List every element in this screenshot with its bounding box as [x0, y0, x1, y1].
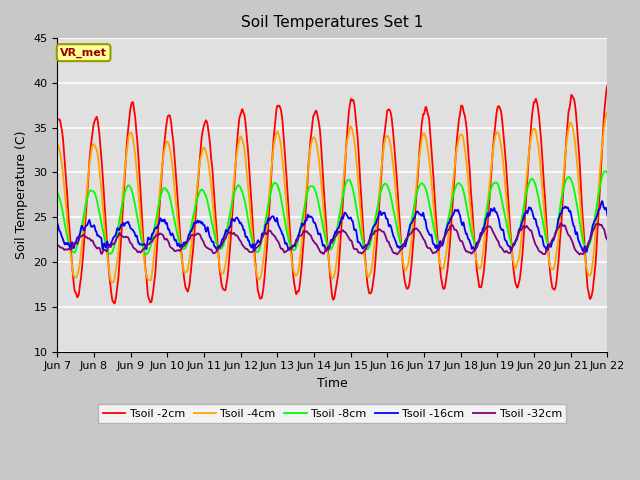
- Tsoil -8cm: [360, 243, 368, 249]
- Tsoil -4cm: [360, 252, 368, 258]
- Tsoil -16cm: [492, 209, 500, 215]
- Line: Tsoil -8cm: Tsoil -8cm: [58, 171, 607, 254]
- Tsoil -32cm: [54, 242, 61, 248]
- Line: Tsoil -32cm: Tsoil -32cm: [58, 223, 607, 254]
- Tsoil -32cm: [570, 245, 578, 251]
- Tsoil -32cm: [557, 220, 565, 226]
- Tsoil -4cm: [604, 109, 611, 115]
- Line: Tsoil -4cm: Tsoil -4cm: [58, 112, 607, 282]
- Tsoil -4cm: [54, 142, 61, 147]
- Y-axis label: Soil Temperature (C): Soil Temperature (C): [15, 131, 28, 259]
- Tsoil -2cm: [604, 83, 611, 89]
- Tsoil -16cm: [555, 216, 563, 221]
- Tsoil -16cm: [54, 221, 61, 227]
- X-axis label: Time: Time: [317, 377, 348, 390]
- Tsoil -8cm: [207, 216, 215, 221]
- Tsoil -8cm: [555, 211, 563, 217]
- Legend: Tsoil -2cm, Tsoil -4cm, Tsoil -8cm, Tsoil -16cm, Tsoil -32cm: Tsoil -2cm, Tsoil -4cm, Tsoil -8cm, Tsoi…: [99, 404, 566, 423]
- Tsoil -2cm: [570, 97, 578, 103]
- Tsoil -32cm: [360, 248, 368, 254]
- Tsoil -8cm: [602, 168, 609, 174]
- Tsoil -2cm: [349, 97, 356, 103]
- Tsoil -16cm: [207, 235, 214, 241]
- Tsoil -16cm: [360, 244, 368, 250]
- Tsoil -8cm: [604, 170, 611, 176]
- Tsoil -16cm: [570, 223, 578, 229]
- Tsoil -4cm: [570, 133, 578, 139]
- Line: Tsoil -2cm: Tsoil -2cm: [58, 86, 607, 303]
- Line: Tsoil -16cm: Tsoil -16cm: [58, 201, 607, 252]
- Tsoil -32cm: [555, 225, 563, 230]
- Tsoil -16cm: [598, 198, 606, 204]
- Tsoil -32cm: [492, 235, 500, 241]
- Title: Soil Temperatures Set 1: Soil Temperatures Set 1: [241, 15, 424, 30]
- Tsoil -8cm: [143, 252, 150, 257]
- Tsoil -8cm: [54, 190, 61, 196]
- Tsoil -4cm: [207, 182, 215, 188]
- Tsoil -4cm: [109, 279, 116, 285]
- Tsoil -2cm: [555, 252, 563, 257]
- Tsoil -16cm: [604, 213, 611, 218]
- Tsoil -8cm: [492, 180, 500, 185]
- Text: VR_met: VR_met: [60, 48, 107, 58]
- Tsoil -16cm: [348, 218, 356, 224]
- Tsoil -32cm: [207, 247, 214, 252]
- Tsoil -2cm: [207, 155, 215, 160]
- Tsoil -2cm: [54, 117, 61, 122]
- Tsoil -4cm: [555, 229, 563, 235]
- Tsoil -32cm: [348, 240, 356, 246]
- Tsoil -16cm: [582, 249, 590, 255]
- Tsoil -2cm: [111, 300, 118, 306]
- Tsoil -4cm: [492, 131, 500, 136]
- Tsoil -2cm: [492, 112, 500, 118]
- Tsoil -8cm: [570, 188, 578, 193]
- Tsoil -32cm: [575, 252, 583, 257]
- Tsoil -2cm: [360, 245, 368, 251]
- Tsoil -4cm: [349, 128, 356, 133]
- Tsoil -32cm: [604, 237, 611, 242]
- Tsoil -8cm: [349, 185, 356, 191]
